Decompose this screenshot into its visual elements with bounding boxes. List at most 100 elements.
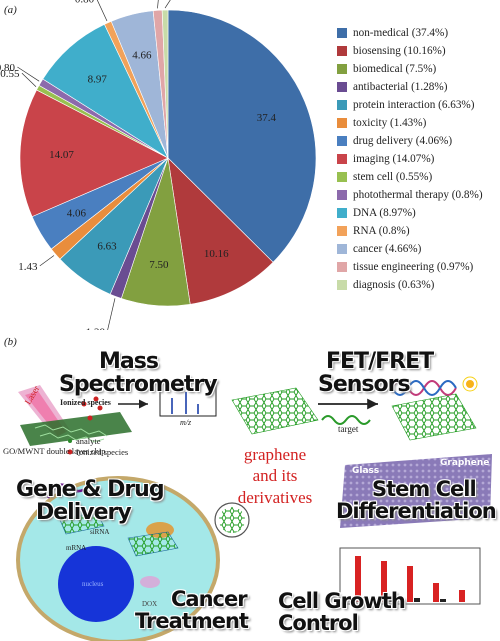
pie-chart: 37.410.167.501.286.631.434.0614.070.550.… [0,0,317,330]
pie-leader-line [107,298,116,330]
legend-entry: protein interaction (6.63%) [337,96,483,114]
legend-label: antibacterial (1.28%) [353,81,448,93]
ionized-label: Ionized species [60,398,111,407]
legend-swatch [337,262,347,272]
cancer-title: Cancer Treatment [135,587,249,634]
chart-legend: non-medical (37.4%) biosensing (10.16%) bi… [337,24,483,294]
stem-title-line1: Stem Cell [372,477,477,501]
growth-title-line2: Control [278,611,359,636]
legend-entry: diagnosis (0.63%) [337,276,483,294]
mass-spec-illustration [18,381,217,455]
stem-cell-image [340,454,492,528]
pie-slice-label: 6.63 [97,240,117,252]
center-text-line3: derivatives [237,487,313,507]
legend-label: non-medical (37.4%) [353,27,449,39]
legend-swatch [337,118,347,128]
legend-entry: cancer (4.66%) [337,240,483,258]
gene-title-line2: Delivery [36,500,132,526]
gene-drug-title: Gene & Drug Delivery [16,477,165,526]
legend-label: toxicity (1.43%) [353,117,427,129]
panel-b-label: (b) [4,336,17,348]
legend-swatch [337,28,347,38]
legend-label: stem cell (0.55%) [353,171,433,183]
legend-entry: biosensing (10.16%) [337,42,483,60]
mass-spec-title-line1: Mass [99,349,159,374]
pie-slice-DNA [42,23,169,159]
legend-label: diagnosis (0.63%) [353,279,435,291]
target-label: target [338,424,359,434]
pie-slice-label: 37.4 [257,112,277,124]
cancer-title-line1: Cancer [171,587,248,611]
legend-label: biosensing (10.16%) [353,45,446,57]
cancer-title-line2: Treatment [135,609,249,634]
legend-swatch [337,136,347,146]
legend-swatch [337,100,347,110]
legend-swatch [337,244,347,254]
fet-title: FET/FRET Sensors [318,349,434,398]
pie-slice-label: 8.97 [88,73,108,85]
sirna-label: siRNA [90,528,110,536]
legend-label: photothermal therapy (0.8%) [353,189,483,201]
legend-entry: drug delivery (4.06%) [337,132,483,150]
legend-swatch [337,280,347,290]
cell-illustration [16,476,250,641]
pie-slice-label: 7.50 [149,259,169,271]
legend-entry: RNA (0.8%) [337,222,483,240]
mz-label: m/z [180,418,192,427]
legend-swatch [337,172,347,182]
fet-title-line1: FET/FRET [326,349,434,374]
legend-entry: DNA (8.97%) [337,204,483,222]
stem-cell-title: Stem Cell Differentiation [336,477,497,524]
legend-entry: stem cell (0.55%) [337,168,483,186]
center-text-line2: and its [252,466,298,486]
legend-label: cancer (4.66%) [353,243,422,255]
legend-entry: biomedical (7.5%) [337,60,483,78]
analyte-label: analyte [76,436,101,446]
stem-title-line2: Differentiation [336,499,497,524]
mass-spec-title-line2: Spectrometry [59,372,218,398]
graphene-label: Graphene [440,458,490,468]
fet-title-line2: Sensors [318,372,411,398]
legend-label: biomedical (7.5%) [353,63,437,75]
fet-illustration [231,376,478,441]
growth-title-line1: Cell Growth [278,589,406,613]
legend-entry: toxicity (1.43%) [337,114,483,132]
pie-slice-diagnosis [161,9,169,159]
pie-leader-line [21,72,37,87]
cell-growth-title: Cell Growth Control [278,589,406,636]
center-text: graphene and its derivatives [215,444,335,508]
gene-title-line1: Gene & Drug [16,477,165,502]
legend-entry: antibacterial (1.28%) [337,78,483,96]
pie-slice-non-medical [167,9,317,263]
legend-swatch [337,64,347,74]
pie-slice-label: 0.80 [0,62,16,74]
legend-swatch [337,46,347,56]
glass-label: Glass [352,466,380,476]
legend-swatch [337,82,347,92]
legend-swatch [337,190,347,200]
legend-entry: non-medical (37.4%) [337,24,483,42]
pie-slice-label: 0.80 [75,0,95,5]
pie-leader-line [39,255,55,267]
pie-slice-label: 10.16 [204,248,229,260]
pie-slice-label: 14.07 [49,149,74,161]
legend-label: DNA (8.97%) [353,207,416,219]
legend-entry: photothermal therapy (0.8%) [337,186,483,204]
mass-spec-title: Mass Spectrometry [59,349,218,396]
legend-entry: tissue engineering (0.97%) [337,258,483,276]
chip-label: GO/MWNT double layer chip [3,446,106,456]
legend-swatch [337,226,347,236]
legend-label: drug delivery (4.06%) [353,135,453,147]
legend-label: protein interaction (6.63%) [353,99,475,111]
legend-label: RNA (0.8%) [353,225,410,237]
pie-slice-biosensing [167,157,274,305]
ionized-species-label: Ionized species [76,447,129,457]
pie-slice-label: 0.55 [0,68,20,80]
dox-label: DOX [142,600,158,608]
legend-swatch [337,154,347,164]
cell-growth-chart [339,547,481,605]
legend-label: imaging (14.07%) [353,153,435,165]
legend-label: tissue engineering (0.97%) [353,261,474,273]
legend-entry: imaging (14.07%) [337,150,483,168]
pie-leader-line [157,0,159,9]
